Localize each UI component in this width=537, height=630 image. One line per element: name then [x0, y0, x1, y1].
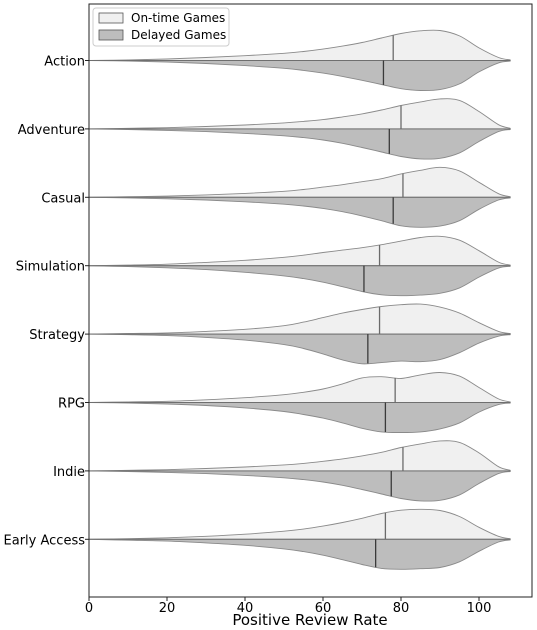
- legend-frame: [92, 7, 230, 47]
- violin-upper-action: [88, 29, 511, 61]
- legend-swatch-on-time: [98, 12, 124, 24]
- y-tick-label-action: Action: [44, 55, 85, 70]
- y-tick-label-simulation: Simulation: [16, 260, 85, 275]
- violin-upper-early-access: [88, 508, 511, 540]
- y-axis: Action Adventure Casual Simulation Strategy R…: [4, 55, 89, 548]
- x-axis: 0 20 40 60 80 100: [85, 597, 492, 616]
- violin-upper-rpg: [88, 372, 511, 403]
- x-axis-label: Positive Review Rate: [232, 611, 387, 629]
- legend-label-on-time: On-time Games: [131, 11, 225, 25]
- y-tick-label-early-access: Early Access: [4, 533, 86, 548]
- violin-lower-simulation: [88, 265, 511, 297]
- violin-upper-simulation: [88, 235, 511, 267]
- x-tick-label-40: 40: [237, 601, 254, 616]
- violin-upper-strategy: [88, 303, 511, 335]
- violin-lower-indie: [88, 470, 511, 502]
- y-tick-label-strategy: Strategy: [29, 328, 85, 343]
- y-tick-label-adventure: Adventure: [18, 123, 85, 138]
- violin-lower-adventure: [88, 128, 511, 160]
- y-tick-label-casual: Casual: [41, 191, 85, 206]
- x-tick-label-0: 0: [85, 601, 93, 616]
- violins-group: [88, 29, 511, 570]
- legend: On-time Games Delayed Games: [92, 7, 230, 47]
- violin-lower-strategy: [88, 333, 511, 365]
- violin-lower-rpg: [88, 402, 511, 433]
- violin-upper-adventure: [88, 98, 511, 130]
- legend-swatch-delayed: [98, 29, 124, 41]
- violin-lower-early-access: [88, 538, 511, 570]
- y-tick-label-rpg: RPG: [58, 397, 85, 412]
- legend-label-delayed: Delayed Games: [131, 28, 226, 42]
- x-tick-label-60: 60: [315, 601, 332, 616]
- x-tick-label-100: 100: [467, 601, 492, 616]
- violin-lower-action: [88, 60, 511, 92]
- violin-lower-casual: [88, 196, 511, 228]
- x-tick-label-20: 20: [159, 601, 176, 616]
- violin-upper-casual: [88, 166, 511, 198]
- violin-upper-indie: [88, 440, 511, 472]
- plot-frame: [88, 3, 533, 598]
- y-tick-label-indie: Indie: [53, 465, 85, 480]
- x-tick-label-80: 80: [393, 601, 410, 616]
